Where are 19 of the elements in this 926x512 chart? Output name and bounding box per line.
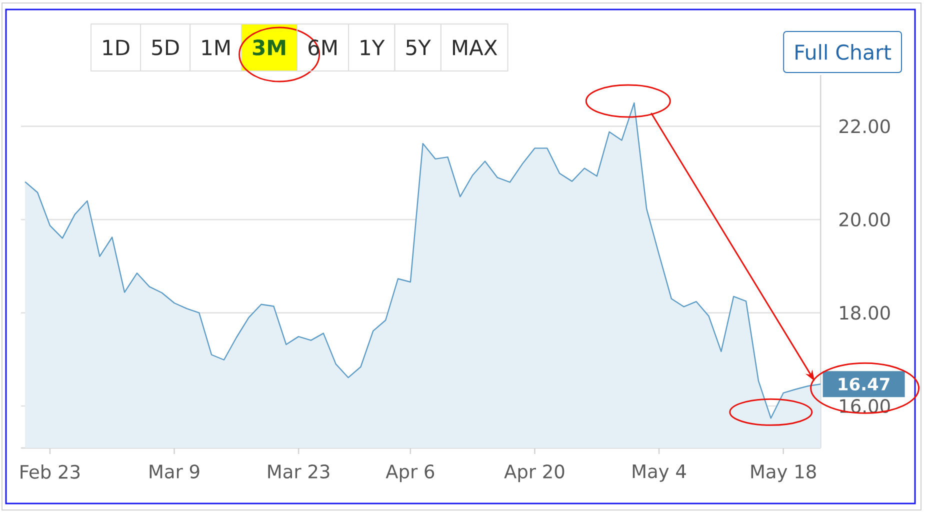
text: MAX <box>452 40 498 56</box>
text: Full Chart <box>796 44 892 60</box>
data-label: 16.47 <box>838 378 890 391</box>
y-tick-label: 20.00 <box>839 212 890 227</box>
x-tick-label: Mar 9 <box>150 464 200 479</box>
x-tick-label: May 4 <box>632 464 686 482</box>
y-tick-label: 22.00 <box>839 119 890 134</box>
text: 3M <box>252 40 286 56</box>
x-tick-label: Feb 23 <box>20 464 80 479</box>
text: 1D <box>103 40 130 56</box>
x-tick-label: Mar 23 <box>268 464 330 479</box>
x-tick-label: Apr 6 <box>386 464 434 482</box>
text: 5D <box>152 40 179 56</box>
y-tick-label: 18.00 <box>840 306 890 320</box>
text: 1M <box>202 40 230 56</box>
x-tick-label: May 18 <box>751 464 816 482</box>
text: 5Y <box>406 40 431 56</box>
x-tick-label: Apr 20 <box>504 464 564 482</box>
text: 1Y <box>360 40 385 56</box>
